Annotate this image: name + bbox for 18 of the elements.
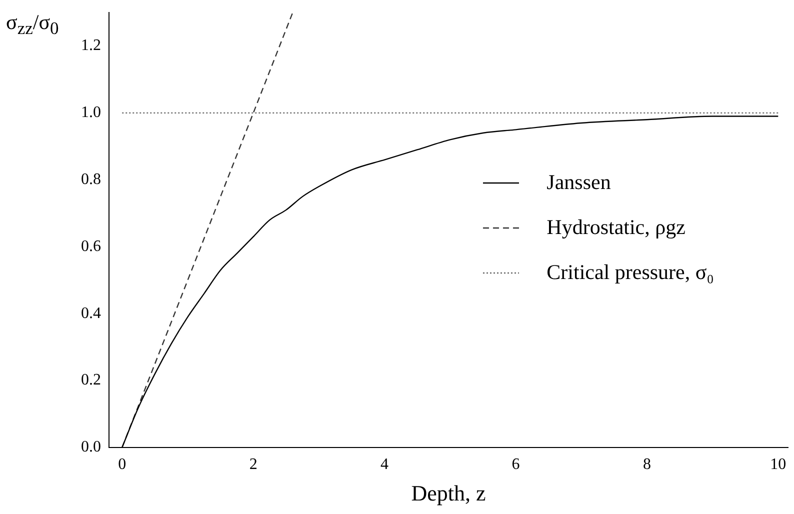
y-tick-label: 0.2 — [81, 372, 101, 389]
x-tick-label: 4 — [380, 456, 389, 474]
y-tick-label: 0.4 — [81, 304, 101, 322]
legend-label: Janssen — [546, 170, 611, 195]
legend-label: Hydrostatic, ρgz — [546, 215, 686, 240]
y-tick-label: 1.2 — [81, 37, 101, 54]
x-tick-label: 8 — [642, 456, 651, 474]
y-tick-label: 0.6 — [81, 238, 101, 255]
y-tick-label: 1.0 — [81, 104, 101, 122]
x-tick-label: 6 — [512, 456, 520, 474]
x-tick-label: 0 — [118, 456, 126, 474]
x-tick-label: 10 — [770, 456, 786, 474]
y-tick-label: 0.0 — [81, 438, 101, 456]
y-tick-label: 0.8 — [81, 171, 101, 188]
legend-label: Critical pressure, σ₀ — [546, 260, 714, 285]
x-axis-title: Depth, z — [411, 480, 486, 506]
y-axis-title: σ$_{zz}$/σ$_{0}$ — [6, 10, 59, 40]
x-tick-label: 2 — [249, 456, 258, 474]
